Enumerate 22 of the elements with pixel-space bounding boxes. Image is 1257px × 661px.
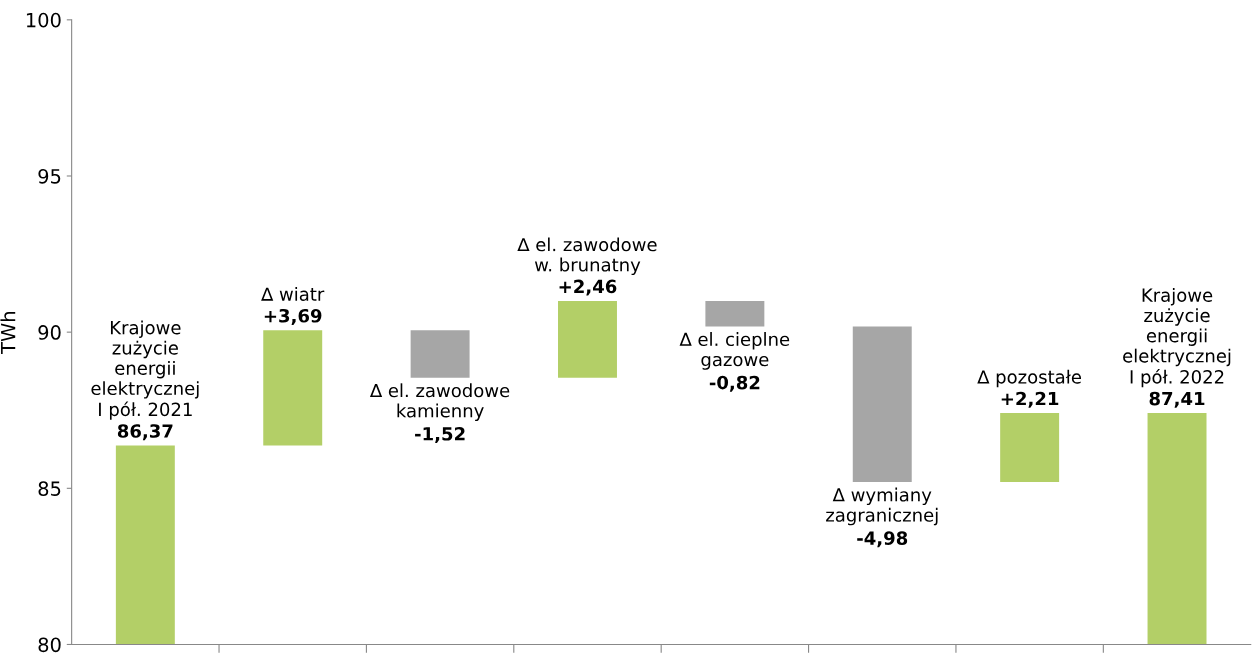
x-tick-label: ∆ el. zawodowe kamienny <box>369 383 510 421</box>
data-label: -0,82 <box>709 375 760 392</box>
data-label: +2,46 <box>559 279 617 296</box>
data-label: -4,98 <box>857 531 908 548</box>
data-label: 86,37 <box>117 424 173 441</box>
x-tick-label: Δ wymiany zagranicznej <box>826 487 938 526</box>
x-tick-label: Krajowe zużycie energii elektrycznej I pół. 2022 <box>1123 288 1231 388</box>
y-tick-label: 100 <box>26 12 61 28</box>
y-tick-label: 85 <box>38 481 61 496</box>
data-label: +2,21 <box>1001 391 1059 408</box>
x-tick-label: ∆ pozostałe <box>977 369 1081 388</box>
x-tick-label: ∆ el. zawodowe w. brunatny <box>517 237 657 276</box>
y-tick-label: 95 <box>38 168 61 184</box>
x-tick-label: ∆ wiatr <box>261 286 325 301</box>
x-tick-label: ∆ el. cieplne gazowe <box>679 332 790 370</box>
x-tick-label: Krajowe zużycie energii elektrycznej I pół. 2021 <box>91 320 199 420</box>
data-label: +3,69 <box>264 308 322 325</box>
y-axis-title: TWh <box>0 312 16 354</box>
y-tick-label: 80 <box>38 637 61 653</box>
y-tick-label: 90 <box>38 325 61 340</box>
data-label: 87,41 <box>1149 391 1205 408</box>
data-label: -1,52 <box>415 426 465 443</box>
